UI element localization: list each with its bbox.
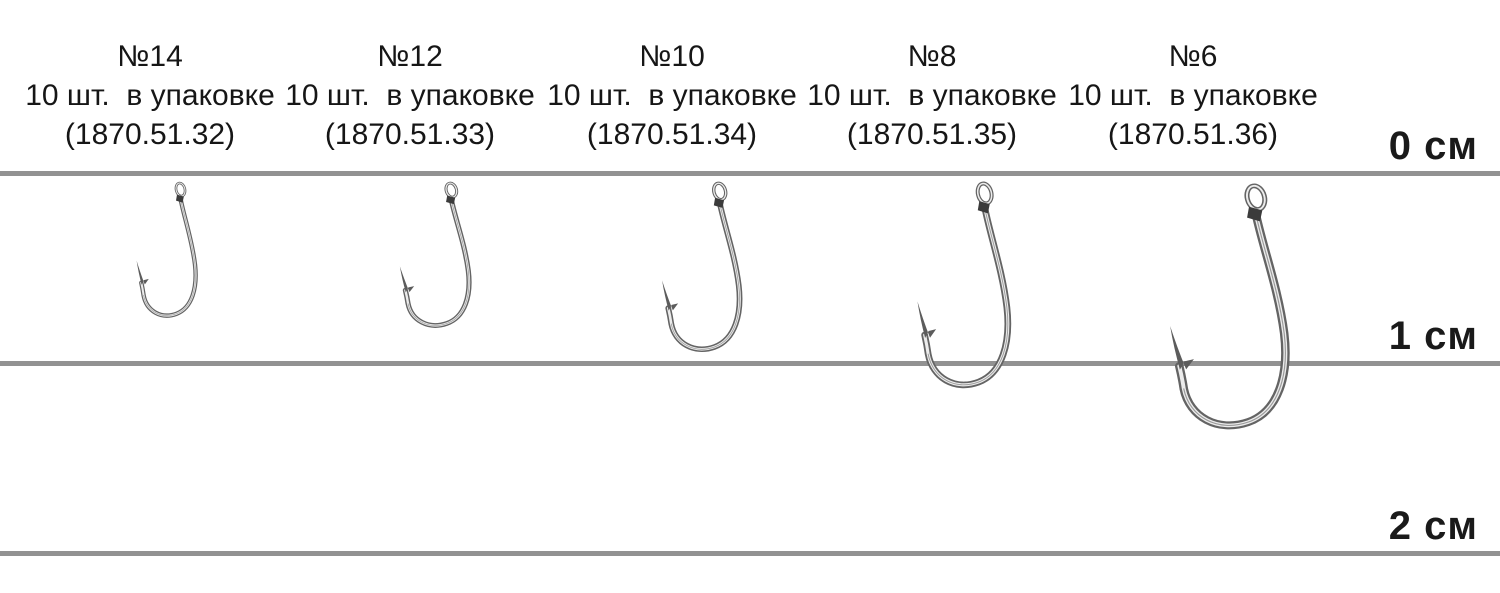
ruler-line-2cm — [0, 551, 1500, 556]
hook-image-no14 — [135, 182, 199, 317]
hook-size-label: №10 — [639, 40, 705, 73]
hook-pack-label: 10 шт. в упаковке — [25, 79, 275, 112]
hook-column-no10: №10 10 шт. в упаковке (1870.51.34) — [532, 37, 812, 154]
ruler-label-0cm: 0 см — [1388, 124, 1478, 168]
hook-pack-label: 10 шт. в упаковке — [547, 79, 797, 112]
hook-size-label: №14 — [117, 40, 183, 73]
hook-image-no12 — [398, 182, 473, 327]
hook-pack-label: 10 шт. в упаковке — [1068, 79, 1318, 112]
hook-column-no6: №6 10 шт. в упаковке (1870.51.36) — [1053, 37, 1333, 154]
hook-article-number: (1870.51.34) — [586, 118, 758, 151]
ruler-label-1cm: 1 см — [1388, 314, 1478, 358]
hook-article-number: (1870.51.32) — [64, 118, 236, 151]
ruler-label-2cm: 2 см — [1388, 504, 1478, 548]
hook-pack-label: 10 шт. в упаковке — [807, 79, 1057, 112]
hook-column-no8: №8 10 шт. в упаковке (1870.51.35) — [792, 37, 1072, 154]
hook-image-no10 — [660, 182, 744, 351]
ruler-line-1cm — [0, 361, 1500, 366]
hook-size-label: №8 — [907, 40, 957, 73]
hook-pack-label: 10 шт. в упаковке — [285, 79, 535, 112]
hook-article-number: (1870.51.33) — [324, 118, 496, 151]
ruler-line-0cm — [0, 171, 1500, 176]
hook-size-label: №6 — [1168, 40, 1218, 73]
hook-article-number: (1870.51.36) — [1107, 118, 1279, 151]
hook-image-no6 — [1167, 184, 1292, 428]
hook-column-no14: №14 10 шт. в упаковке (1870.51.32) — [10, 37, 290, 154]
hook-size-label: №12 — [377, 40, 443, 73]
hook-image-no8 — [915, 182, 1013, 387]
hook-article-number: (1870.51.35) — [846, 118, 1018, 151]
hook-column-no12: №12 10 шт. в упаковке (1870.51.33) — [270, 37, 550, 154]
